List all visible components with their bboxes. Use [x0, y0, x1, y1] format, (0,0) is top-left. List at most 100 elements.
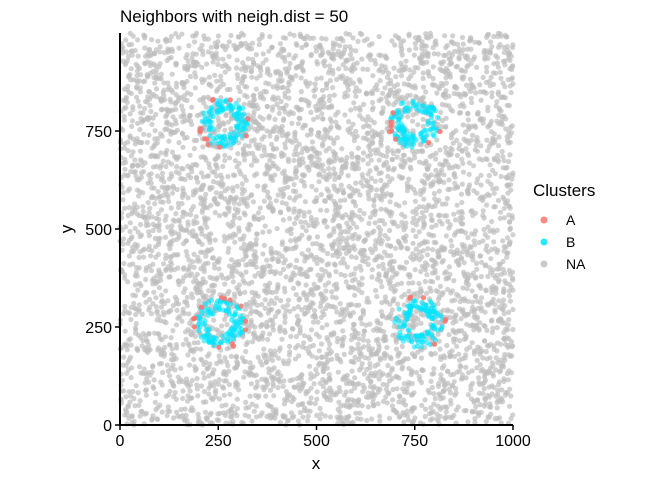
point-na: [341, 190, 347, 196]
point-na: [159, 337, 165, 343]
point-na: [330, 252, 336, 258]
point-na: [143, 276, 149, 282]
point-na: [480, 74, 486, 80]
point-na: [295, 121, 301, 127]
point-na: [240, 60, 246, 66]
point-na: [166, 198, 172, 204]
point-na: [163, 163, 169, 170]
point-na: [224, 359, 230, 365]
point-na: [369, 274, 375, 280]
point-na: [120, 241, 126, 247]
point-na: [492, 301, 498, 307]
point-na: [495, 197, 502, 204]
point-na: [406, 365, 412, 372]
point-na: [180, 306, 186, 312]
point-na: [212, 72, 218, 78]
point-na: [333, 119, 339, 125]
point-na: [125, 240, 131, 246]
point-na: [136, 265, 142, 271]
point-na: [120, 197, 126, 203]
point-na: [135, 120, 141, 126]
point-na: [403, 259, 410, 265]
point-na: [395, 238, 401, 244]
point-na: [312, 223, 318, 229]
point-na: [394, 386, 400, 392]
point-na: [129, 123, 135, 129]
point-na: [191, 340, 197, 346]
point-na: [208, 44, 214, 50]
point-na: [324, 186, 330, 192]
point-na: [341, 260, 348, 266]
point-na: [174, 156, 180, 162]
point-na: [270, 94, 276, 100]
point-na: [125, 403, 131, 409]
point-na: [164, 147, 170, 153]
point-na: [459, 241, 465, 248]
point-na: [200, 174, 207, 180]
point-na: [141, 131, 147, 137]
point-na: [178, 226, 184, 233]
point-na: [194, 284, 200, 290]
point-na: [472, 39, 478, 45]
point-na: [422, 48, 428, 54]
point-na: [249, 279, 255, 285]
point-na: [164, 108, 170, 114]
point-na: [371, 327, 377, 333]
point-na: [261, 184, 267, 190]
point-na: [494, 60, 501, 66]
point-na: [434, 90, 440, 96]
point-na: [153, 304, 159, 310]
point-na: [216, 396, 223, 402]
point-na: [377, 413, 383, 419]
point-na: [303, 269, 309, 275]
point-na: [361, 371, 367, 377]
point-na: [392, 287, 398, 293]
point-na: [506, 241, 513, 248]
point-na: [181, 289, 187, 295]
point-na: [264, 171, 270, 177]
point-na: [330, 85, 336, 91]
point-na: [284, 302, 290, 308]
point-na: [491, 204, 497, 210]
point-na: [353, 254, 359, 261]
point-na: [172, 389, 178, 395]
point-na: [323, 288, 329, 294]
point-na: [286, 65, 292, 71]
point-na: [291, 306, 297, 312]
point-na: [128, 49, 134, 55]
point-na: [301, 179, 307, 185]
point-na: [288, 238, 294, 244]
point-na: [181, 113, 187, 120]
point-na: [183, 249, 189, 255]
point-na: [356, 336, 362, 342]
point-na: [237, 215, 243, 221]
point-na: [359, 275, 365, 281]
point-na: [366, 137, 372, 143]
point-na: [193, 30, 200, 36]
point-na: [332, 176, 338, 182]
point-na: [164, 191, 170, 198]
point-na: [250, 112, 257, 118]
point-na: [363, 90, 369, 96]
point-na: [452, 353, 458, 359]
point-na: [419, 254, 425, 260]
point-na: [448, 106, 454, 112]
point-na: [367, 361, 373, 367]
point-na: [162, 37, 168, 43]
point-na: [463, 313, 469, 319]
point-na: [294, 313, 300, 319]
point-na: [393, 373, 399, 379]
point-na: [448, 238, 454, 244]
point-na: [485, 191, 491, 197]
point-na: [395, 148, 401, 154]
point-na: [379, 110, 385, 116]
point-na: [204, 61, 210, 67]
point-na: [198, 346, 204, 352]
point-na: [445, 68, 451, 74]
point-na: [233, 353, 239, 359]
point-na: [184, 294, 190, 300]
point-na: [324, 262, 330, 268]
point-na: [293, 333, 299, 340]
point-na: [491, 190, 497, 196]
point-na: [460, 285, 466, 291]
